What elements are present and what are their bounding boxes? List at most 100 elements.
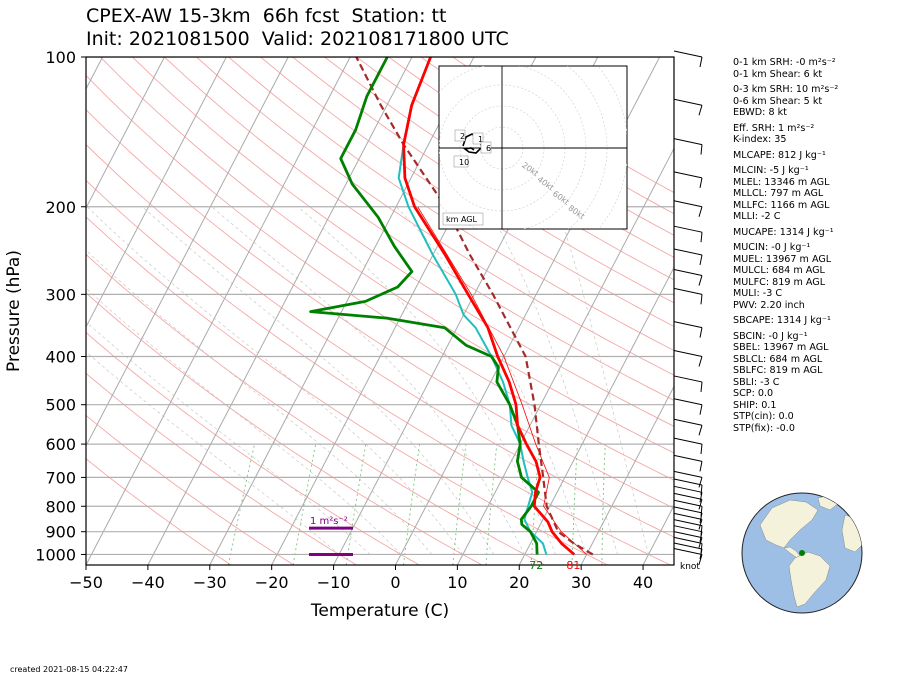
y-tick-label: 400 <box>45 348 76 367</box>
isotherm <box>86 57 165 209</box>
stat-line: SBLCL: 684 m AGL <box>733 353 823 365</box>
temperature-line <box>402 57 576 556</box>
wind-barb-staff <box>673 536 703 544</box>
dry-adiabat <box>260 57 674 328</box>
wind-barb-staff <box>673 98 703 106</box>
land-north-america <box>759 499 819 549</box>
stat-line: MULCL: 684 m AGL <box>733 265 825 276</box>
wind-barb-flag <box>700 144 703 155</box>
wind-barb-flag <box>698 477 703 488</box>
hodograph-height-box <box>472 132 484 145</box>
stat-line: 0-1 km Shear: 6 kt <box>733 68 823 80</box>
stat-line: MLLCL: 797 m AGL <box>733 188 824 199</box>
wind-barb-flag <box>700 232 703 243</box>
wind-barb-flag <box>700 525 703 536</box>
y-tick-label: 500 <box>45 396 76 415</box>
wind-barb-flag <box>698 519 703 530</box>
wind-barb-staff <box>673 512 703 520</box>
station-marker <box>799 550 805 556</box>
stat-line: MLCIN: -5 J kg⁻¹ <box>733 165 809 176</box>
stat-line: PWV: 2.20 inch <box>733 299 805 311</box>
wind-barb-staff <box>673 269 703 277</box>
surface-value-label: 72 <box>529 559 543 572</box>
wind-barb-flag <box>699 254 703 266</box>
dewpoint-line <box>309 57 540 555</box>
y-tick-label: 100 <box>45 48 76 67</box>
wind-barb-flag <box>698 275 703 286</box>
hodograph-label: km AGL <box>446 215 478 224</box>
wind-barb-flag <box>698 554 703 565</box>
hodograph-height-text: 6 <box>486 144 491 153</box>
moist-adiabat <box>86 206 464 555</box>
x-tick-label: −40 <box>131 573 165 592</box>
wind-barb-staff <box>673 398 703 406</box>
dry-adiabat <box>164 57 674 401</box>
wind-barb-staff <box>673 499 703 507</box>
x-tick-label: 30 <box>571 573 591 592</box>
wind-barb-flag <box>698 499 703 510</box>
stat-line: STP(cin): 0.0 <box>733 411 794 422</box>
stat-line: SCP: 0.0 <box>733 388 774 399</box>
wind-barb-flag <box>698 425 703 436</box>
wind-barb-flag <box>700 543 703 554</box>
x-tick-label: 20 <box>509 573 529 592</box>
moist-adiabat <box>86 351 340 555</box>
wind-barb-flag <box>700 506 703 517</box>
hodograph-height-box <box>480 141 492 154</box>
stat-line: 0-1 km SRH: -0 m²s⁻² <box>733 57 836 68</box>
dry-adiabat <box>100 57 674 454</box>
isotherm <box>86 57 289 448</box>
isotherm <box>518 266 674 565</box>
wind-barb-staff <box>673 506 703 514</box>
wind-barb-staff <box>673 171 703 179</box>
hodograph-height-box <box>453 155 469 168</box>
hodograph-height-box <box>454 129 466 142</box>
wind-barb-staff <box>673 200 703 208</box>
mixing-ratio-line <box>571 444 578 565</box>
isotherm <box>86 57 227 329</box>
y-tick-label: 900 <box>45 523 76 542</box>
dry-adiabat <box>86 414 294 565</box>
stat-line: 0-6 km Shear: 5 kt <box>733 95 823 107</box>
dry-adiabat <box>292 57 674 304</box>
wind-barb-flag <box>698 537 703 548</box>
wind-barb-staff <box>673 418 703 426</box>
mixing-ratio-line <box>227 444 255 565</box>
wind-barb-staff <box>673 437 703 445</box>
isotherm <box>456 147 674 565</box>
wind-barb-staff <box>673 519 703 527</box>
y-tick-label: 300 <box>45 285 76 304</box>
stat-line: MLEL: 13346 m AGL <box>733 176 830 188</box>
dry-adiabat <box>132 57 674 427</box>
wind-barb-staff <box>673 478 703 486</box>
stat-line: MLLFC: 1166 m AGL <box>733 199 830 211</box>
hodograph-height-text: 10 <box>459 158 469 167</box>
dry-adiabat <box>228 57 674 351</box>
chart-title-line1: CPEX-AW 15-3km 66h fcst Station: tt <box>86 5 447 27</box>
isotherm <box>209 57 475 565</box>
created-timestamp: created 2021-08-15 04:22:47 <box>10 665 128 674</box>
moist-adiabat <box>142 206 495 555</box>
x-tick-label: −30 <box>193 573 227 592</box>
wind-barb-flag <box>699 327 703 338</box>
hodograph-label-box <box>442 212 484 226</box>
isotherm <box>86 57 351 565</box>
hodograph-height-label: 1 <box>472 132 484 145</box>
wind-barb-staff <box>673 542 703 550</box>
wind-barb-flag <box>698 356 703 367</box>
mixing-ratio-line <box>403 444 421 565</box>
y-axis-label: Pressure (hPa) <box>4 250 24 372</box>
dry-adiabat <box>86 109 674 509</box>
stat-line: SBCAPE: 1314 J kg⁻¹ <box>733 315 831 326</box>
wind-barb-staff <box>673 485 703 493</box>
x-tick-label: −20 <box>255 573 289 592</box>
dry-adiabat <box>86 74 674 481</box>
y-tick-label: 1000 <box>35 545 76 564</box>
sounding-stats-panel: 0-1 km SRH: -0 m²s⁻² 0-1 km Shear: 6 kt 0-… <box>733 57 838 434</box>
wind-barb-staff <box>673 50 703 58</box>
dry-adiabat <box>86 372 357 565</box>
moist-adiabat <box>557 206 649 555</box>
wind-barb-flag <box>699 56 703 68</box>
stat-line: MLLI: -2 C <box>733 211 781 222</box>
